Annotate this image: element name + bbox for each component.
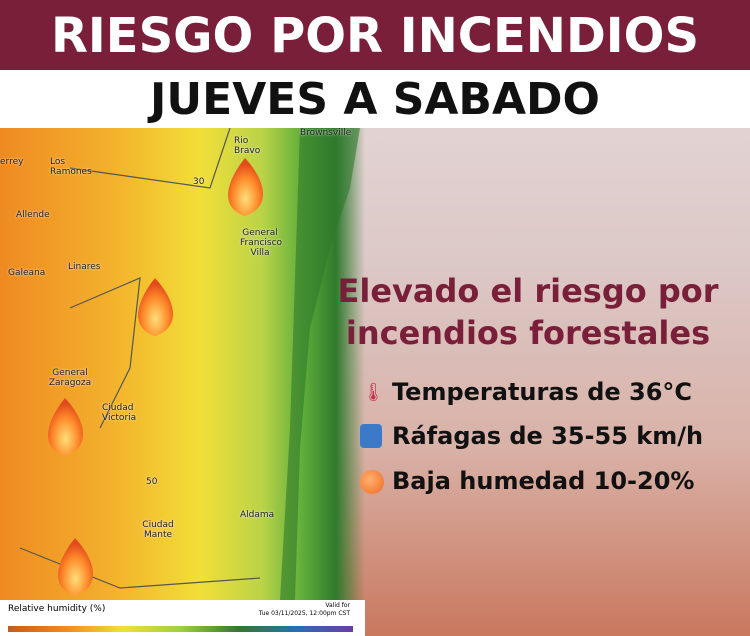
- title: RIESGO POR INCENDIOS: [0, 0, 750, 70]
- color-bar: [8, 626, 353, 632]
- map-label: 50: [146, 477, 158, 487]
- map-label: Aldama: [240, 510, 275, 520]
- thermometer-icon: 🌡: [362, 382, 385, 403]
- legend: Relative humidity (%) Valid for Tue 03/1…: [0, 600, 365, 636]
- map-label: Los Ramones: [50, 157, 92, 177]
- map-label: Allende: [16, 210, 50, 220]
- wind-icon: [360, 424, 382, 448]
- map-label: Galeana: [8, 268, 46, 278]
- humidity-icon: [360, 470, 384, 494]
- valid-time: Tue 03/11/2025, 12:00pm CST: [258, 610, 350, 617]
- map-label: General Zaragoza: [48, 368, 92, 388]
- subtitle: JUEVES A SABADO: [0, 70, 750, 128]
- item: Ráfagas de 35-55 km/h: [392, 422, 704, 450]
- item: Baja humedad 10-20%: [392, 467, 695, 495]
- headline: Elevado el riesgo por incendios forestal…: [337, 272, 719, 352]
- valid-label: Valid for: [325, 602, 350, 609]
- map-label: Rio Bravo: [234, 136, 261, 156]
- flames: [48, 158, 264, 596]
- map-label: Ciudad Mante: [142, 520, 174, 540]
- map: [0, 128, 365, 600]
- map-label: 30: [193, 177, 205, 187]
- map-label: Linares: [68, 262, 101, 272]
- map-label: Ciudad Victoria: [102, 403, 137, 423]
- item: Temperaturas de 36°C: [392, 378, 693, 406]
- legend-title: Relative humidity (%): [8, 604, 106, 614]
- map-label: General Francisco Villa: [240, 228, 283, 258]
- map-label: Brownsville: [300, 128, 352, 138]
- map-label: errey: [0, 157, 24, 167]
